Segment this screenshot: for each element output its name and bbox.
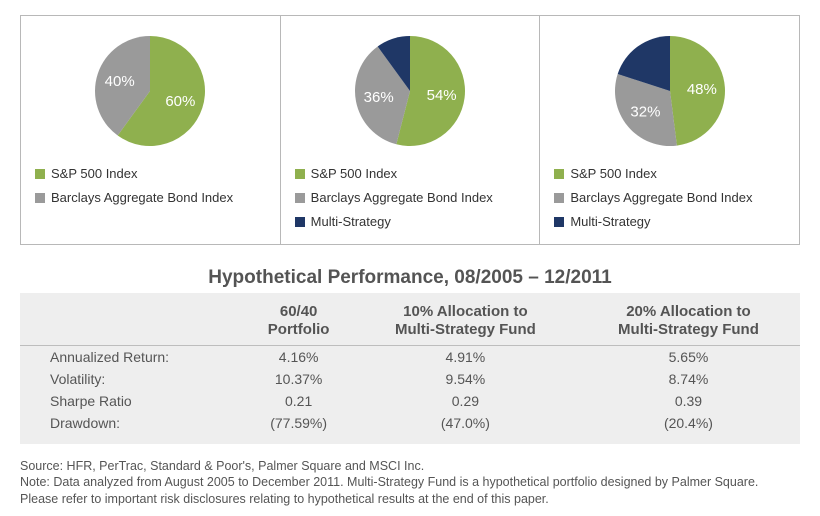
legend-label-barclays: Barclays Aggregate Bond Index (311, 186, 493, 210)
row-label: Drawdown: (20, 412, 243, 434)
table-row: Drawdown:(77.59%)(47.0%)(20.4%) (20, 412, 800, 434)
pie-charts-row: 60%40% S&P 500 IndexBarclays Aggregate B… (20, 15, 800, 245)
row-value: 10.37% (243, 368, 353, 390)
footnotes: Source: HFR, PerTrac, Standard & Poor's,… (20, 458, 800, 507)
row-value: 9.54% (354, 368, 577, 390)
legend-0: S&P 500 IndexBarclays Aggregate Bond Ind… (35, 162, 266, 210)
legend-label-sp500: S&P 500 Index (311, 162, 398, 186)
legend-label-multi: Multi-Strategy (570, 210, 650, 234)
table-header-row: 60/40Portfolio10% Allocation toMulti-Str… (20, 299, 800, 346)
table-col-1: 60/40Portfolio (243, 299, 353, 346)
table-body: Annualized Return:4.16%4.91%5.65%Volatil… (20, 346, 800, 435)
legend-swatch-sp500 (295, 169, 305, 179)
pie-label-sp500: 54% (427, 87, 457, 104)
chart-panel-2: 48% 32% 20% S&P 500 IndexBarclays Aggregat… (540, 16, 799, 244)
row-value: 4.91% (354, 346, 577, 369)
performance-table: 60/40Portfolio10% Allocation toMulti-Str… (20, 299, 800, 434)
pie-svg-1: 54%36%10% (300, 26, 520, 156)
pie-svg-2: 48% 32% 20% (560, 26, 780, 156)
table-row: Annualized Return:4.16%4.91%5.65% (20, 346, 800, 369)
chart-panel-0: 60% 40% S&P 500 IndexBarclays Aggregate B… (21, 16, 281, 244)
pie-label-barclays: 32% (630, 103, 660, 120)
table-row: Volatility:10.37%9.54%8.74% (20, 368, 800, 390)
row-value: (20.4%) (577, 412, 800, 434)
pie-label-multi: 10% (374, 19, 404, 36)
row-label: Volatility: (20, 368, 243, 390)
legend-swatch-barclays (35, 193, 45, 203)
pie-label-barclays: 40% (105, 73, 135, 90)
row-value: 5.65% (577, 346, 800, 369)
table-col-3: 20% Allocation toMulti-Strategy Fund (577, 299, 800, 346)
legend-label-multi: Multi-Strategy (311, 210, 391, 234)
row-value: (47.0%) (354, 412, 577, 434)
pie-label-multi: 20% (615, 29, 645, 46)
table-row: Sharpe Ratio0.210.290.39 (20, 390, 800, 412)
row-value: 8.74% (577, 368, 800, 390)
legend-swatch-multi (295, 217, 305, 227)
row-label: Annualized Return: (20, 346, 243, 369)
legend-item-multi: Multi-Strategy (295, 210, 526, 234)
legend-label-sp500: S&P 500 Index (570, 162, 657, 186)
pie-wrap-2: 48% 32% 20% (554, 26, 785, 156)
footnote-0: Source: HFR, PerTrac, Standard & Poor's,… (20, 458, 800, 474)
legend-item-barclays: Barclays Aggregate Bond Index (554, 186, 785, 210)
performance-table-wrap: 60/40Portfolio10% Allocation toMulti-Str… (20, 293, 800, 444)
row-label: Sharpe Ratio (20, 390, 243, 412)
row-value: 4.16% (243, 346, 353, 369)
pie-svg-0: 60% 40% (40, 26, 260, 156)
row-value: 0.29 (354, 390, 577, 412)
legend-item-barclays: Barclays Aggregate Bond Index (35, 186, 266, 210)
table-col-2: 10% Allocation toMulti-Strategy Fund (354, 299, 577, 346)
legend-swatch-barclays (554, 193, 564, 203)
legend-1: S&P 500 IndexBarclays Aggregate Bond Ind… (295, 162, 526, 234)
legend-item-sp500: S&P 500 Index (295, 162, 526, 186)
footnote-1: Note: Data analyzed from August 2005 to … (20, 474, 800, 507)
pie-label-barclays: 36% (364, 89, 394, 106)
row-value: (77.59%) (243, 412, 353, 434)
table-col-0 (20, 299, 243, 346)
legend-swatch-sp500 (554, 169, 564, 179)
legend-item-multi: Multi-Strategy (554, 210, 785, 234)
row-value: 0.21 (243, 390, 353, 412)
legend-item-sp500: S&P 500 Index (554, 162, 785, 186)
pie-label-sp500: 48% (686, 81, 716, 98)
row-value: 0.39 (577, 390, 800, 412)
legend-label-barclays: Barclays Aggregate Bond Index (570, 186, 752, 210)
chart-panel-1: 54% 36% 10% S&P 500 IndexBarclays Aggregat… (281, 16, 541, 244)
legend-swatch-sp500 (35, 169, 45, 179)
legend-swatch-multi (554, 217, 564, 227)
legend-label-sp500: S&P 500 Index (51, 162, 138, 186)
legend-2: S&P 500 IndexBarclays Aggregate Bond Ind… (554, 162, 785, 234)
pie-wrap-0: 60% 40% (35, 26, 266, 156)
legend-item-barclays: Barclays Aggregate Bond Index (295, 186, 526, 210)
pie-wrap-1: 54%36%10% (295, 26, 526, 156)
legend-item-sp500: S&P 500 Index (35, 162, 266, 186)
legend-label-barclays: Barclays Aggregate Bond Index (51, 186, 233, 210)
table-title: Hypothetical Performance, 08/2005 – 12/2… (20, 267, 800, 289)
legend-swatch-barclays (295, 193, 305, 203)
pie-label-sp500: 60% (166, 93, 196, 110)
